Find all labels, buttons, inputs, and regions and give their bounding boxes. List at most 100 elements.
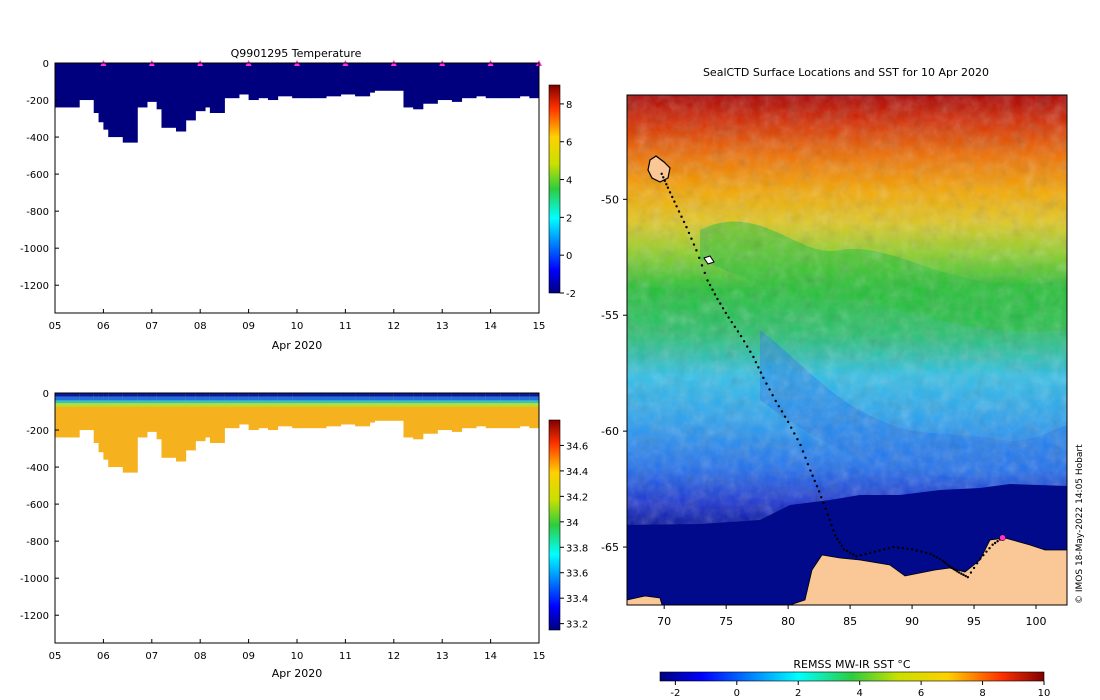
salinity-layer-35-2 (461, 400, 477, 404)
temperature-profile-16 (224, 63, 240, 99)
temperature-profile-11 (176, 63, 187, 132)
track-point-23-1 (932, 554, 935, 557)
salinity-layer-3-3 (98, 403, 104, 407)
salinity-profile-34 (451, 393, 463, 432)
x-tick-label-2: 07 (145, 321, 158, 332)
salinity-layer-6-0 (122, 393, 138, 397)
salinity-layer-32-1 (422, 396, 438, 401)
track-point-27-1 (969, 571, 973, 574)
temperature-profile-14 (205, 63, 211, 108)
salinity-layer-5-3 (108, 403, 124, 407)
salinity-layer-23-1 (311, 396, 327, 401)
salinity-layer-27-0 (369, 393, 375, 397)
track-point-14-1 (811, 474, 814, 477)
colorbar-tick-label-7: 33.2 (566, 620, 588, 631)
salinity-layer-25-3 (340, 403, 356, 407)
track-point-14-3 (815, 484, 819, 488)
colorbar-tick-label-0: 34.6 (566, 441, 588, 452)
salinity-layer-34-0 (451, 393, 463, 397)
salinity-layer-31-1 (413, 396, 424, 401)
track-point-0-0 (660, 172, 663, 176)
salinity-layer-36-0 (476, 393, 487, 397)
x-tick-label-0: 05 (49, 651, 62, 662)
footer-credit: © IMOS 18-May-2022 14:05 Hobart (1075, 444, 1085, 604)
salinity-layer-1-3 (79, 403, 95, 407)
track-point-4-3 (703, 271, 706, 275)
track-point-5-0 (706, 279, 709, 282)
track-point-4-1 (697, 256, 701, 260)
salinity-layer-18-0 (248, 393, 259, 397)
salinity-layer-35-0 (461, 393, 477, 397)
salinity-layer-20-0 (267, 393, 279, 397)
salinity-layer-40-1 (529, 396, 540, 401)
track-point-7-1 (730, 320, 733, 324)
salinity-y-axis: 0 -200 -400 -600 -800 -1000 -1200 (20, 389, 59, 622)
track-point-27-0 (966, 575, 970, 579)
track-point-3-3 (692, 243, 696, 246)
salinity-layer-2-3 (93, 403, 100, 407)
track-point-15-1 (820, 496, 823, 499)
track-point-9-2 (757, 366, 760, 369)
salinity-profile-7 (137, 393, 148, 438)
temperature-profile-35 (461, 63, 477, 99)
sst-colorbar-label: REMSS MW-IR SST °C (793, 658, 911, 671)
salinity-profile-30 (403, 393, 414, 438)
salinity-layer-25-2 (340, 400, 356, 404)
temperature-profile-15 (209, 63, 225, 113)
salinity-x-label: Apr 2020 (272, 667, 323, 680)
temperature-profile-21 (277, 63, 293, 97)
temperature-profile-30 (403, 63, 414, 108)
salinity-layer-9-1 (156, 396, 162, 401)
y-tick-label-4: -800 (26, 207, 49, 218)
track-point-13-1 (801, 450, 805, 453)
salinity-layer-36-2 (476, 400, 487, 404)
track-point-20-3 (887, 547, 891, 550)
y-tick-label-5: -1000 (20, 574, 49, 585)
temperature-profile-0 (55, 63, 80, 108)
track-point-11-1 (777, 405, 781, 408)
track-point-10-0 (762, 376, 765, 380)
track-point-25-1 (952, 567, 955, 571)
salinity-profile-9 (156, 393, 162, 440)
salinity-layer-14-1 (205, 396, 211, 401)
salinity-layer-21-1 (277, 396, 293, 401)
track-point-18-1 (845, 549, 849, 553)
track-point-13-2 (804, 456, 807, 459)
salinity-layer-19-0 (258, 393, 269, 397)
track-point-5-2 (711, 288, 714, 291)
temperature-profile-20 (267, 63, 279, 101)
salinity-layer-1-1 (79, 396, 95, 401)
salinity-layer-10-1 (161, 396, 177, 401)
temperature-profile-40 (529, 63, 540, 99)
track-point-27-2 (972, 566, 976, 570)
salinity-profile-31 (413, 393, 424, 440)
x-tick-label-5: 10 (291, 651, 304, 662)
temperature-profile-6 (122, 63, 138, 143)
track-point-1-0 (666, 186, 670, 189)
track-point-9-0 (752, 355, 755, 359)
salinity-layer-34-1 (451, 396, 463, 401)
temperature-profile-36 (476, 63, 487, 97)
salinity-section-panel: 0 -200 -400 -600 -800 -1000 -1200 05 06 07 08 09 10… (20, 389, 588, 680)
colorbar-tick-label-5: -2 (566, 289, 576, 300)
track-point-16-1 (828, 518, 831, 522)
track-point-20-0 (873, 550, 877, 553)
track-point-10-2 (768, 388, 771, 391)
track-point-25-0 (950, 566, 953, 570)
salinity-layer-38-2 (500, 400, 521, 404)
antarctic-land (789, 537, 1067, 605)
salinity-layer-36-3 (476, 403, 487, 407)
track-point-11-2 (780, 410, 784, 413)
track-point-27-3 (975, 562, 979, 565)
salinity-profile-12 (185, 393, 196, 451)
salinity-layer-16-1 (224, 396, 240, 401)
track-point-5-3 (713, 293, 717, 296)
salinity-layer-0-1 (55, 396, 80, 401)
x-tick-label-2: 07 (145, 651, 158, 662)
salinity-layer-20-3 (267, 403, 279, 407)
sst-colorbar-tick-label-4: 6 (918, 688, 924, 699)
track-point-21-2 (901, 547, 904, 550)
track-point-8-3 (749, 350, 752, 353)
salinity-layer-35-1 (461, 396, 477, 401)
salinity-layer-17-0 (238, 393, 250, 397)
